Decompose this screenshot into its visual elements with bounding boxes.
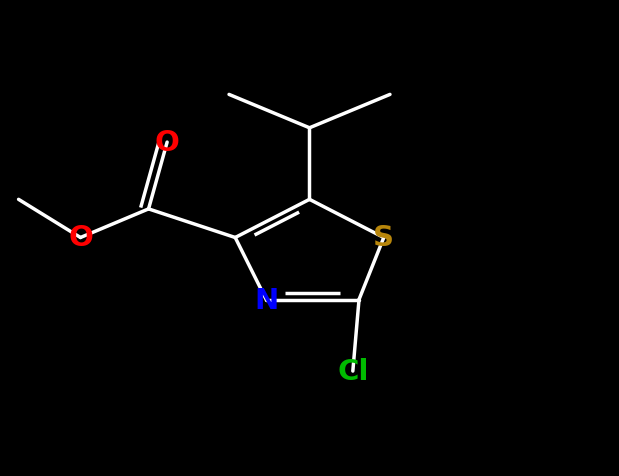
Text: S: S [373, 224, 394, 252]
Text: O: O [68, 224, 93, 252]
Text: Cl: Cl [337, 357, 368, 385]
Text: O: O [155, 129, 180, 157]
Text: N: N [254, 286, 279, 314]
